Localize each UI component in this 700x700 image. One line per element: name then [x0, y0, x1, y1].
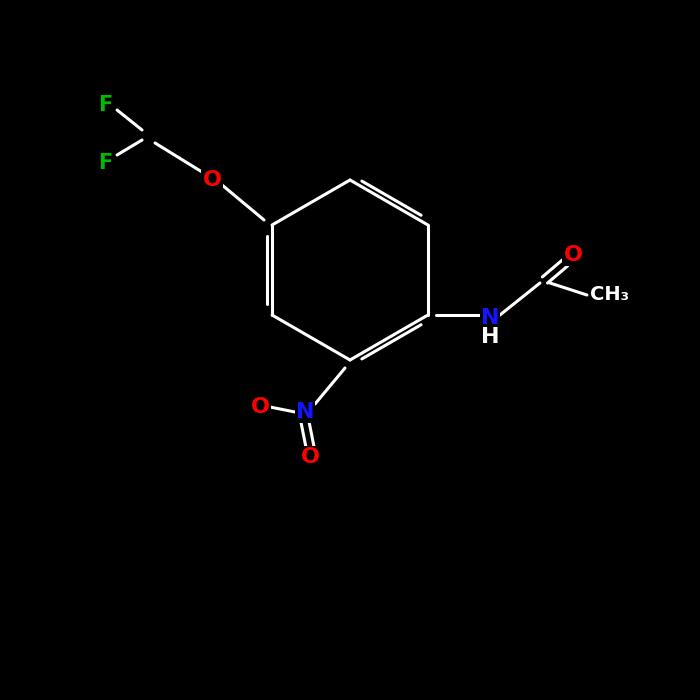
Text: F: F	[98, 95, 112, 115]
Text: CH₃: CH₃	[590, 286, 629, 304]
Text: H: H	[481, 327, 499, 347]
Text: O: O	[300, 447, 319, 467]
Text: O: O	[564, 245, 582, 265]
Text: F: F	[98, 153, 112, 173]
Text: O: O	[202, 170, 222, 190]
Text: N: N	[481, 308, 499, 328]
Text: N: N	[295, 402, 314, 422]
Text: O: O	[251, 397, 270, 417]
